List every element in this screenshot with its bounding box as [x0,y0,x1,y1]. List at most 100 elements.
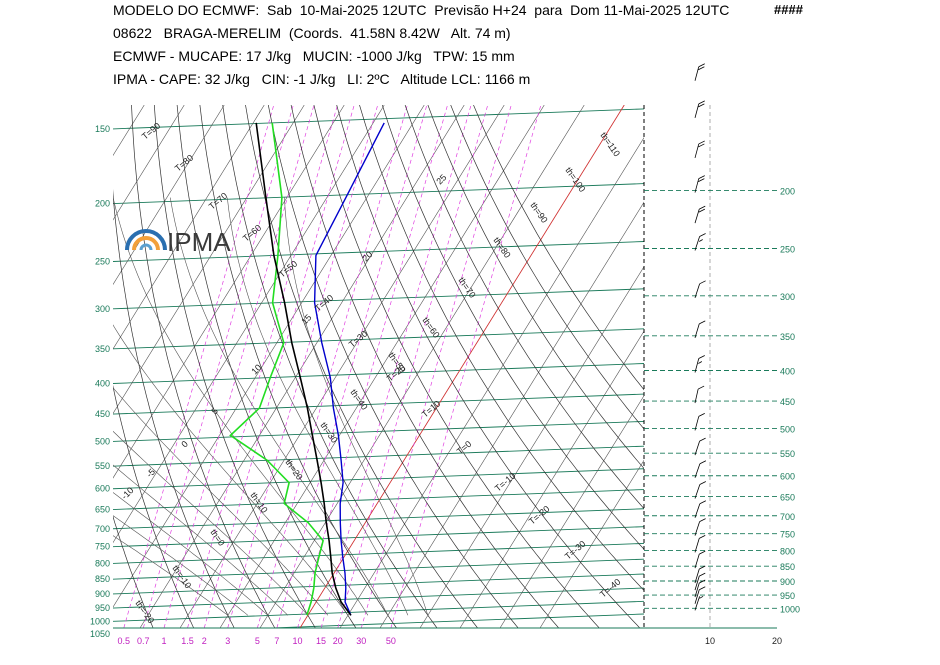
moist-adiabat-line [113,464,289,616]
wind-barb [694,481,707,499]
moist-adiabat-line [113,492,269,616]
isotherm-line [419,266,644,628]
isotherm-line [539,459,644,628]
wind-barb [694,550,706,569]
wind-barb-flag [698,103,705,108]
dewpoint-profile-line [229,122,324,616]
wind-barb [694,175,705,193]
header-station-line: 08622 BRAGA-MERELIM (Coords. 41.58N 8.42… [113,25,511,41]
dry-adiabat-line [131,105,276,628]
isotherm-line [219,105,545,628]
wind-barb-staff [694,178,700,193]
pressure-label-left: 850 [95,574,110,584]
dry-adiabat-line [290,105,559,628]
wind-barb [694,518,706,536]
wind-barb-flag [698,175,705,179]
mixing-ratio-label: 5 [255,636,260,646]
pressure-label-right: 200 [780,187,795,197]
header-hashes: #### [774,2,803,17]
pressure-label-left: 1000 [90,616,110,626]
dry-adiabat-line [113,515,154,628]
dry-adiabat-line [404,105,644,510]
wind-barb-flag [698,66,705,71]
isobar-line [113,445,644,467]
wind-barb-flag [698,355,705,359]
moist-adiabat-line [113,324,349,616]
pressure-label-right: 650 [780,493,795,503]
wind-barb [694,535,706,553]
wind-barb-half-flag [699,239,703,242]
isotherm-line [179,105,505,628]
wind-barb-flag [699,320,706,325]
dry-adiabat-line [176,105,357,628]
wind-barb-staff [694,582,700,598]
pressure-label-right: 950 [780,591,795,601]
dry-adiabat-line [267,105,519,628]
pressure-label-left: 550 [95,461,110,471]
wind-barb [694,437,706,456]
wind-barb [694,586,706,604]
wind-barb-flag [698,140,705,145]
pressure-label-left: 500 [95,436,110,446]
wind-barb-staff [694,596,700,611]
wind-barb [694,595,704,611]
moist-adiabat-line [113,515,249,616]
wind-barb-staff [694,143,700,159]
wind-barb-flag [699,280,706,285]
wind-barb [694,579,706,598]
isotherm-line [113,105,425,608]
isobar-line [113,108,644,130]
mixing-ratio-label: 20 [333,636,343,646]
wind-barb-staff [694,236,700,251]
pressure-label-left: 200 [95,199,110,209]
isotherm-line [113,105,225,286]
header-ecmwf-indices: ECMWF - MUCAPE: 17 J/kg MUCIN: -1000 J/k… [113,48,515,64]
wind-barb-staff [694,323,700,338]
wind-barb [694,100,705,119]
pressure-label-right: 750 [780,530,795,540]
wind-barb [694,205,706,224]
isobar-line [113,241,644,262]
pressure-label-left: 600 [95,484,110,494]
pressure-label-left: 800 [95,558,110,568]
pressure-label-left: 650 [95,505,110,515]
pressure-label-right: 600 [780,472,795,482]
wind-barb [694,413,705,431]
moist-adiabat-line [113,535,229,616]
isobar-line [113,420,644,442]
wind-barb-staff [694,441,700,456]
isobar-line [113,526,644,548]
wind-barb-staff [694,484,701,499]
wind-barb-flag [698,143,705,148]
isobar-line [113,600,644,622]
dry-adiabat-line [359,105,644,591]
mixing-ratio-label: 30 [356,636,366,646]
mixing-ratio-label: 10 [293,636,303,646]
mixing-ratio-label: 7 [274,636,279,646]
dry-adiabat-line [113,384,195,628]
mixing-ratio-label: 50 [386,636,396,646]
wind-barb [694,500,707,518]
pressure-label-right: 850 [780,562,795,572]
pressure-label-left: 250 [95,257,110,267]
ipma-logo: IPMA [125,227,231,257]
wind-barb-flag [697,385,705,390]
wind-barb-flag [699,572,706,577]
ipma-logo-text: IPMA [167,227,231,257]
ipma-logo-arc-inner-icon [132,236,160,251]
pressure-label-right: 400 [780,366,795,376]
isotherm-line [379,201,644,628]
wind-barb-staff [694,66,700,81]
moist-adiabat-line [113,197,369,616]
wind-barb-flag [698,63,705,68]
wind-barb-staff [694,575,700,591]
header-model-line: MODELO DO ECMWF: Sab 10-Mai-2025 12UTC P… [113,2,730,18]
isobar-line [260,613,644,628]
freezing-isotherm-line [299,105,625,628]
moist-adiabat-label: 5 [209,406,220,417]
wind-barb-staff [694,416,700,431]
dry-adiabat-line [245,105,478,628]
pressure-label-left: 450 [95,409,110,419]
pressure-label-left: 900 [95,589,110,599]
wind-barb-staff [694,283,700,298]
